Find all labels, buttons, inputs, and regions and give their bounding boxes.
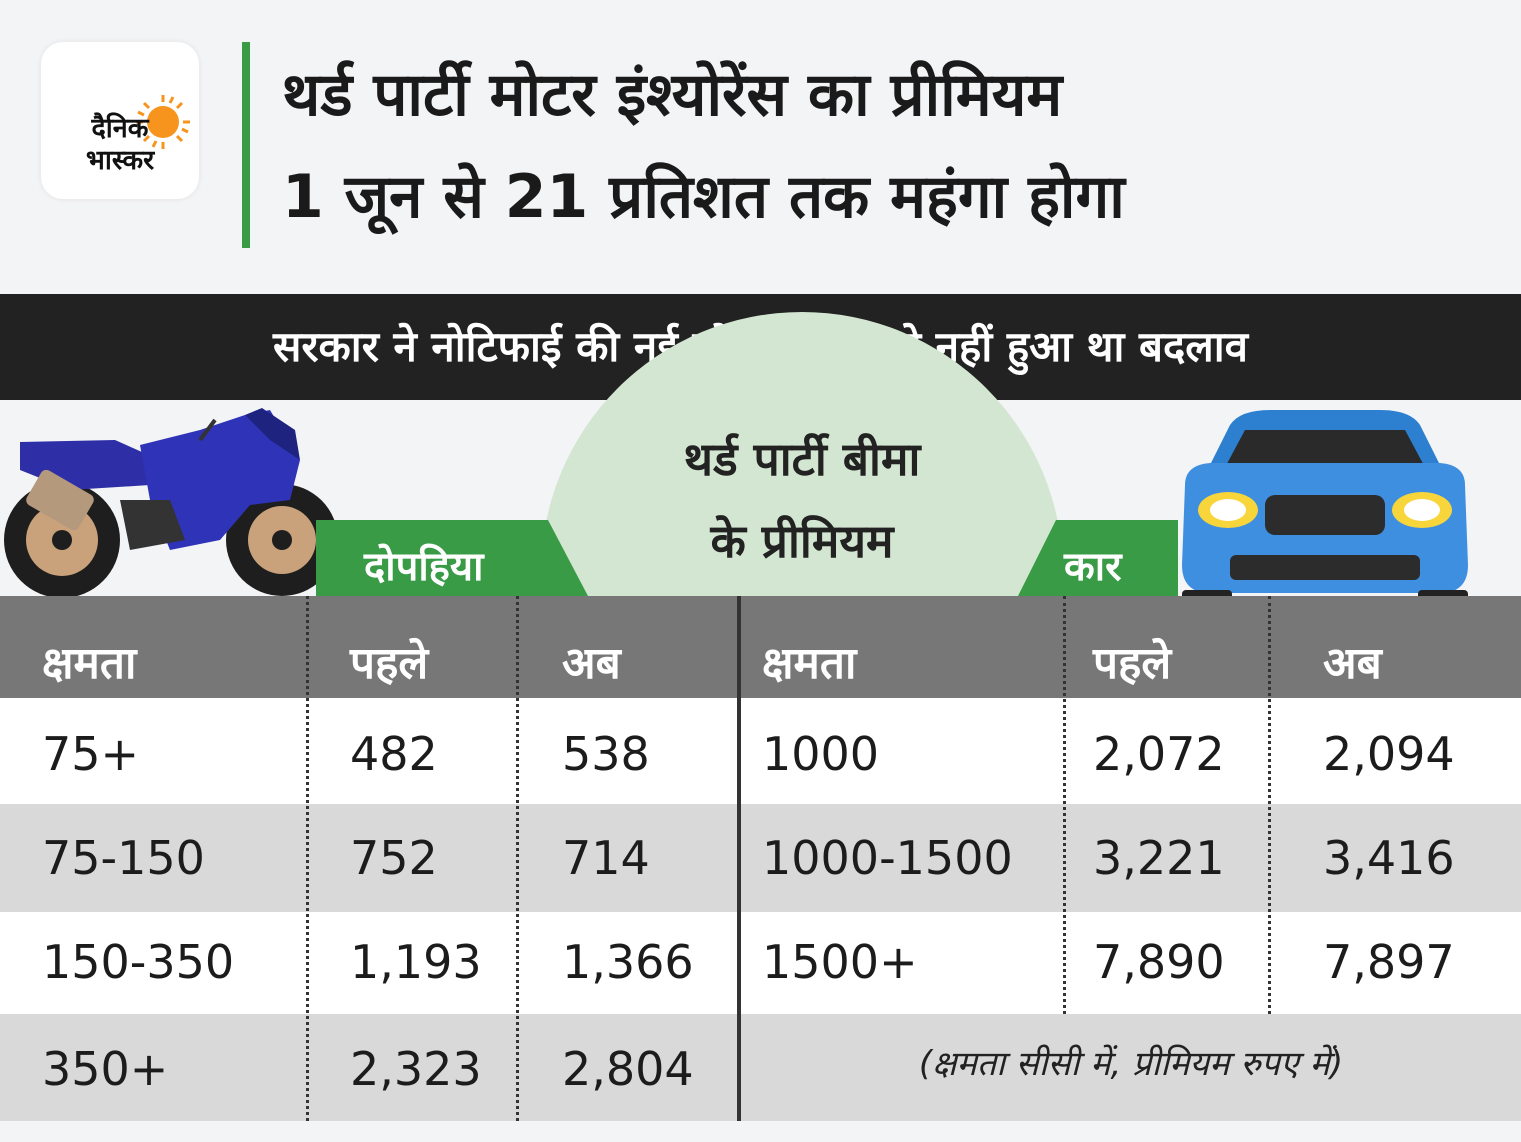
- table-cell: 1,366: [562, 935, 694, 989]
- column-divider: [306, 596, 309, 1121]
- tab-car-label: कार: [1063, 544, 1123, 590]
- table-cell: 75+: [42, 727, 140, 781]
- column-divider: [1268, 596, 1271, 1014]
- table-cell: 752: [350, 831, 438, 885]
- table-cell: 75-150: [42, 831, 205, 885]
- table-cell: 2,323: [350, 1042, 482, 1096]
- column-header: क्षमता: [762, 638, 857, 689]
- headline: थर्ड पार्टी मोटर इंश्योरेंस का प्रीमियम …: [282, 44, 1502, 248]
- table-cell: 1,193: [350, 935, 482, 989]
- table-cell: 1000: [762, 727, 880, 781]
- car-icon: [1182, 410, 1468, 602]
- table-row: 75-150 752 714 1000-1500 3,221 3,416: [0, 804, 1521, 912]
- table-cell: 350+: [42, 1042, 169, 1096]
- motorcycle-icon: [4, 408, 338, 598]
- table-row: 75+ 482 538 1000 2,072 2,094: [0, 698, 1521, 804]
- column-header: अब: [1323, 638, 1382, 689]
- column-header: अब: [562, 638, 621, 689]
- column-divider: [1063, 596, 1066, 1014]
- table-cell: 3,416: [1323, 831, 1455, 885]
- table-cell: 482: [350, 727, 438, 781]
- premium-table: क्षमता पहले अब क्षमता पहले अब 75+ 482 53…: [0, 596, 1521, 1121]
- table-cell: 2,094: [1323, 727, 1455, 781]
- headline-line1: थर्ड पार्टी मोटर इंश्योरेंस का प्रीमियम: [282, 60, 1063, 130]
- table-cell: 7,890: [1093, 935, 1225, 989]
- table-cell: 2,072: [1093, 727, 1225, 781]
- table-cell: 150-350: [42, 935, 235, 989]
- table-cell: 714: [562, 831, 650, 885]
- table-cell: 538: [562, 727, 650, 781]
- column-header: पहले: [350, 638, 429, 689]
- group-divider: [737, 596, 741, 1121]
- table-row: 350+ 2,323 2,804 (क्षमता सीसी में, प्रीम…: [0, 1014, 1521, 1121]
- table-cell: 1500+: [762, 935, 918, 989]
- center-title-line2: के प्रीमियम: [710, 514, 894, 568]
- table-row: 150-350 1,193 1,366 1500+ 7,890 7,897: [0, 912, 1521, 1014]
- headline-accent-bar: [242, 42, 250, 248]
- center-title-line1: थर्ड पार्टी बीमा: [683, 432, 921, 486]
- table-cell: 3,221: [1093, 831, 1225, 885]
- table-header-row: क्षमता पहले अब क्षमता पहले अब: [0, 596, 1521, 698]
- column-header: क्षमता: [42, 638, 137, 689]
- brand-name-line2: भास्कर: [85, 145, 155, 176]
- column-header: पहले: [1093, 638, 1172, 689]
- table-cell: 7,897: [1323, 935, 1455, 989]
- unit-note: (क्षमता सीसी में, प्रीमियम रुपए में): [918, 1044, 1344, 1084]
- headline-line2: 1 जून से 21 प्रतिशत तक महंगा होगा: [282, 162, 1125, 232]
- tab-two-wheeler-label: दोपहिया: [363, 543, 485, 590]
- brand-name-line1: दैनिक: [91, 113, 149, 144]
- sun-icon: [136, 95, 190, 149]
- table-cell: 1000-1500: [762, 831, 1013, 885]
- brand-logo: दैनिक भास्कर: [41, 42, 199, 199]
- tab-two-wheeler: दोपहिया: [316, 520, 588, 596]
- column-divider: [516, 596, 519, 1121]
- table-cell: 2,804: [562, 1042, 694, 1096]
- tab-car: कार: [1018, 520, 1178, 596]
- center-title: थर्ड पार्टी बीमा के प्रीमियम: [541, 418, 1063, 582]
